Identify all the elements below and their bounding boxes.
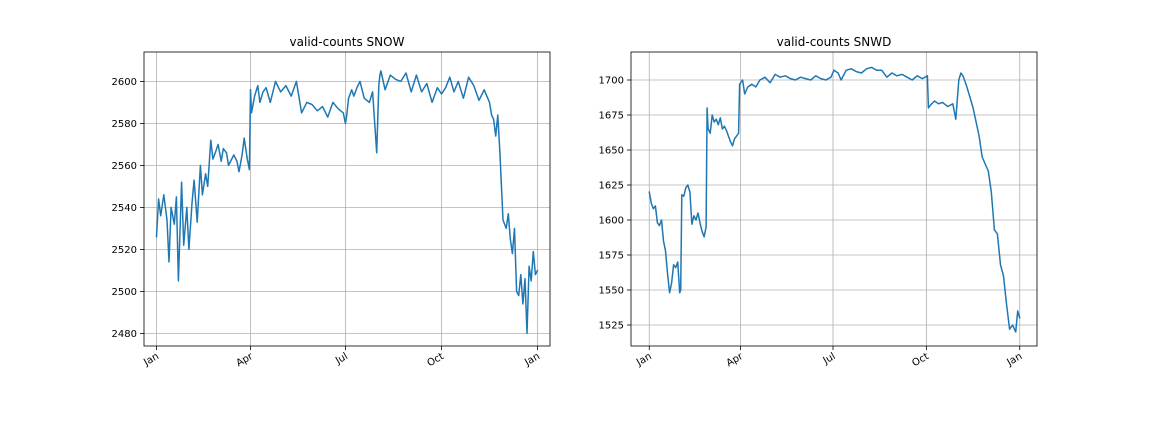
snow-axes-frame — [143, 51, 551, 347]
snow-y-tick-label-3: 2540 — [112, 203, 137, 214]
snwd-axes-frame — [630, 51, 1038, 347]
snow-y-tick-label-5: 2580 — [112, 119, 137, 130]
snwd-y-tick-label-3: 1600 — [599, 216, 624, 227]
snow-y-tick-label-1: 2500 — [112, 287, 137, 298]
snwd-y-tick-label-7: 1700 — [599, 76, 624, 87]
snwd-y-tick-label-5: 1650 — [599, 146, 624, 157]
snow-y-tick-label-0: 2480 — [112, 329, 137, 340]
snow-x-tick-label-1: Apr — [234, 351, 255, 370]
snow-series-line — [155, 70, 539, 335]
snwd-x-tick-label-3: Oct — [910, 351, 931, 369]
snwd-y-tick-label-6: 1675 — [599, 111, 624, 122]
chart-snow: Jan Apr Jul Oct Jan 2480 2500 2520 2540 2560 2580 2… — [112, 35, 551, 370]
snwd-y-tick-label-0: 1525 — [599, 321, 624, 332]
snow-chart-title: valid-counts SNOW — [290, 35, 405, 49]
snwd-x-tick-label-4: Jan — [1005, 351, 1025, 369]
snow-x-tick-label-0: Jan — [141, 351, 161, 369]
snwd-series-line — [648, 66, 1021, 333]
snow-x-tick-label-4: Jan — [522, 351, 542, 369]
snow-x-tick-label-3: Oct — [425, 351, 446, 369]
snow-y-tick-label-4: 2560 — [112, 161, 137, 172]
snow-y-tick-label-2: 2520 — [112, 245, 137, 256]
snwd-y-tick-label-1: 1550 — [599, 286, 624, 297]
snwd-chart-title: valid-counts SNWD — [777, 35, 892, 49]
snwd-y-tick-label-2: 1575 — [599, 251, 624, 262]
snwd-x-tick-label-0: Jan — [634, 351, 654, 369]
snow-y-tick-label-6: 2600 — [112, 77, 137, 88]
snow-x-tick-label-2: Jul — [333, 351, 350, 367]
snwd-y-tick-label-4: 1625 — [599, 181, 624, 192]
chart-snwd: Jan Apr Jul Oct Jan 1525 1550 1575 1600 1625 1650 1… — [599, 35, 1038, 370]
snwd-x-tick-label-1: Apr — [725, 351, 746, 370]
snwd-x-tick-label-2: Jul — [821, 351, 838, 367]
